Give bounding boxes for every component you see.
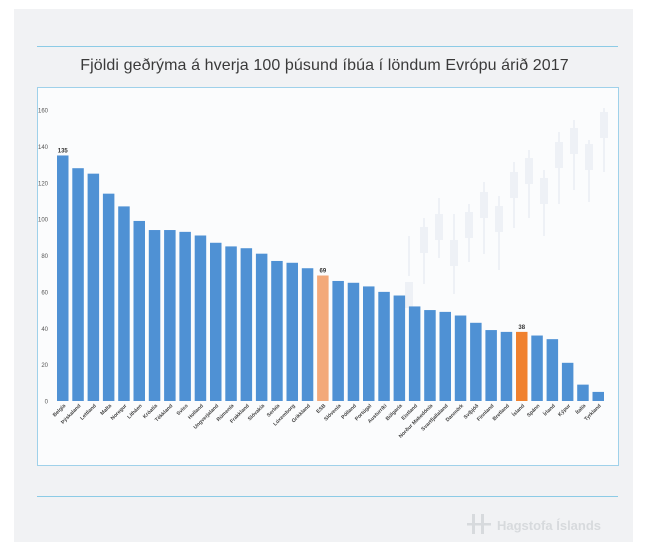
x-tick-label: Slóvenía [323,403,342,422]
decor-candle-body [495,206,503,232]
x-tick-label: Tyrkland [583,403,602,422]
x-tick-label: Spánn [526,403,541,418]
brand-name: Hagstofa Íslands [497,518,602,533]
x-tick-label: Írland [541,402,557,418]
x-tick-label: Malta [99,403,113,417]
y-tick-label: 40 [41,327,48,333]
y-tick-label: 120 [38,181,49,187]
bar [164,230,176,401]
data-label: 38 [518,325,525,331]
bar [332,280,344,401]
decor-candle-body [465,212,473,238]
data-label: 135 [58,148,69,154]
bar [531,335,543,401]
bar [378,291,390,401]
x-tick-label: Slóvakía [247,403,266,422]
bar [286,262,298,401]
x-tick-label: Ísland [510,402,526,418]
x-tick-label: Lettland [79,403,98,422]
y-tick-label: 140 [38,145,49,151]
chart-title: Fjöldi geðrýma á hverja 100 þúsund íbúa … [80,57,569,74]
bar [255,253,268,401]
bar [516,331,528,401]
decor-candle-body [510,172,518,198]
hagstofa-logo-icon [467,514,491,534]
bar [454,315,467,401]
decor-candle-body [525,158,533,184]
bar [408,306,421,401]
bar [561,362,574,401]
bar [240,248,253,401]
decor-candle-body [570,128,578,154]
bar [148,230,161,401]
decor-candle-body [435,214,443,240]
bar [133,220,145,401]
bar [72,168,84,401]
bar [271,260,283,401]
y-tick-label: 0 [45,400,49,406]
y-tick-label: 100 [38,218,49,224]
bar [102,193,115,401]
decor-candle-body [405,282,413,308]
y-tick-label: 160 [38,109,49,115]
decor-candle-body [555,142,563,168]
bar [592,391,604,401]
bar [470,322,482,401]
decor-candle-body [420,227,428,253]
x-tick-label: ESB [315,403,327,415]
bar [546,339,559,401]
x-tick-label: Bretland [492,403,511,422]
x-tick-label: Ítalía [573,402,587,416]
decor-candle-body [540,178,548,204]
bar [317,275,329,401]
decor-candle-body [600,112,608,138]
x-tick-label: Noregur [110,403,129,422]
bar [577,384,589,401]
bar [485,330,497,401]
bar [87,173,100,401]
y-tick-label: 20 [41,363,48,369]
decor-candle-body [480,192,488,218]
bar [424,310,436,401]
y-tick-label: 80 [41,254,48,260]
bar [118,206,130,401]
bar [57,155,69,401]
decor-candle-body [450,240,458,266]
data-label: 69 [320,269,327,275]
bar [301,268,314,401]
bar [500,331,513,401]
x-tick-label: Kýpur [557,403,572,418]
x-tick-label: Litháen [126,403,143,420]
y-tick-label: 60 [41,290,48,296]
bar [393,295,406,401]
bottom-divider [37,496,618,497]
bar [363,286,375,401]
bar [210,242,222,401]
bar [439,311,451,401]
bar [225,246,237,401]
bar [194,235,207,401]
decor-candle-body [585,144,593,170]
bar [179,231,191,401]
top-divider [37,46,618,47]
bar [347,282,360,401]
